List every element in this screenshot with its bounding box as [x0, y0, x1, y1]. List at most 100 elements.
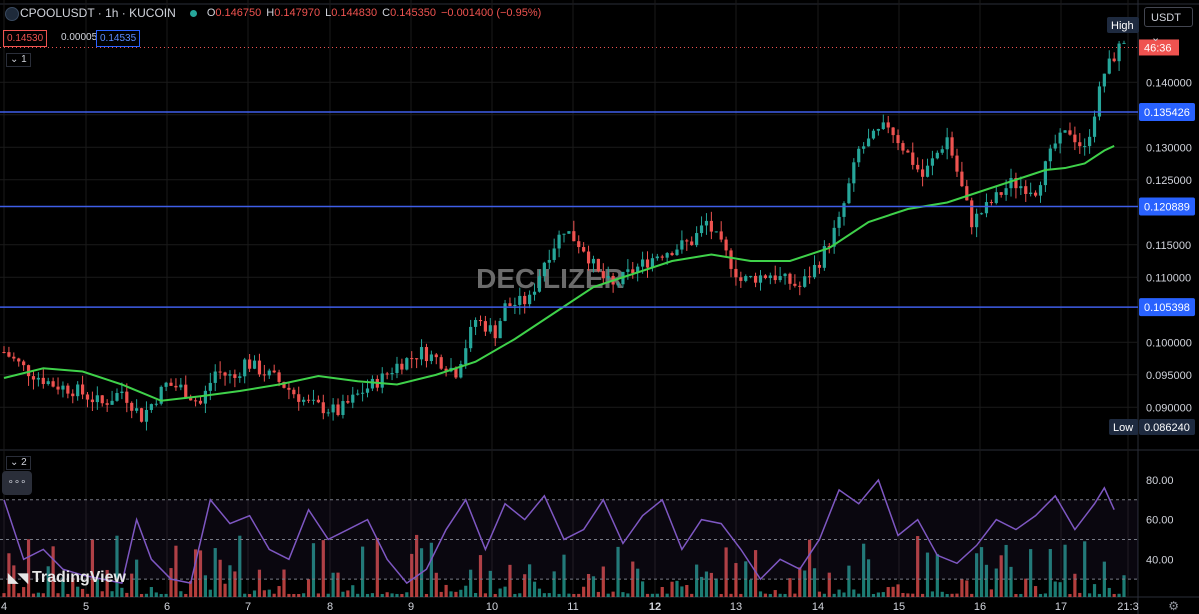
volume-bar	[424, 593, 429, 597]
volume-bar	[650, 593, 655, 597]
candle-body	[945, 137, 949, 150]
candle-body	[184, 384, 188, 398]
volume-bar	[213, 548, 217, 597]
volume-bar	[699, 576, 704, 597]
more-options-button[interactable]: ∘∘∘	[2, 471, 32, 495]
candle-body	[670, 253, 674, 256]
candle-body	[469, 326, 473, 349]
volume-bar	[1009, 566, 1013, 597]
candle-body	[218, 371, 222, 373]
candle-body	[36, 377, 40, 380]
candle-body	[793, 283, 797, 286]
volume-bar	[1088, 593, 1092, 597]
volume-bar	[675, 580, 679, 597]
candle-body	[7, 352, 11, 357]
volume-bar	[557, 593, 561, 597]
volume-bar	[144, 593, 149, 597]
volume-bar	[955, 593, 959, 597]
volume-bar	[478, 555, 483, 597]
volume-bar	[449, 591, 453, 597]
volume-bar	[80, 588, 85, 597]
volume-bar	[385, 592, 389, 597]
candle-body	[537, 276, 542, 292]
candle-body	[532, 291, 537, 295]
candle-body	[709, 220, 713, 232]
volume-bar	[41, 593, 45, 597]
change-value: −0.001400 (−0.95%)	[440, 7, 542, 19]
sell-price-button[interactable]: 0.14530	[3, 30, 48, 47]
candle-body	[267, 370, 271, 376]
volume-bar	[429, 542, 433, 597]
candle-body	[1024, 186, 1028, 194]
candle-body	[920, 169, 925, 177]
pane-1-toggle[interactable]: ⌄ 1	[6, 53, 31, 67]
volume-bar	[498, 588, 502, 597]
candle-body	[606, 275, 610, 279]
candle-body	[66, 385, 70, 394]
currency-select[interactable]: USDT ⌄	[1144, 7, 1193, 44]
candle-body	[1083, 146, 1087, 148]
candle-body	[866, 138, 871, 147]
candle-body	[542, 262, 546, 277]
volume-bar	[360, 546, 365, 597]
volume-bar	[621, 592, 625, 597]
volume-bar	[1092, 584, 1097, 597]
time-tick-label: 21:3	[1117, 601, 1138, 613]
brand-label: TradingView	[32, 569, 126, 586]
volume-bar	[798, 567, 802, 597]
volume-bar	[793, 593, 797, 597]
candle-body	[695, 233, 699, 246]
pane-2-toggle[interactable]: ⌄ 2	[6, 456, 31, 470]
time-tick-label: 6	[164, 601, 170, 613]
volume-bar	[611, 591, 615, 597]
volume-bar	[415, 534, 419, 597]
candle-body	[297, 394, 301, 402]
candle-body	[17, 358, 21, 362]
candle-body	[95, 395, 99, 403]
volume-bar	[803, 570, 807, 597]
candle-body	[370, 378, 375, 389]
candle-body	[817, 264, 822, 268]
volume-bar	[100, 591, 104, 597]
time-tick-label: 12	[649, 601, 661, 613]
volume-bar	[763, 593, 768, 597]
tradingview-icon: ◣◥	[8, 570, 28, 585]
candle-body	[562, 233, 566, 235]
candle-body	[282, 381, 286, 388]
volume-bar	[1048, 549, 1052, 597]
volume-bar	[139, 593, 144, 597]
candle-body	[984, 202, 989, 214]
volume-bar	[169, 568, 173, 597]
level-price-label: 0.135426	[1144, 107, 1190, 119]
symbol-title[interactable]: CPOOLUSDT · 1h · KUCOIN	[20, 6, 176, 20]
candle-body	[302, 399, 306, 402]
candle-body	[1063, 130, 1067, 133]
spread-value: 0.00005	[61, 32, 98, 43]
candle-body	[552, 248, 556, 260]
candle-body	[1122, 42, 1126, 44]
volume-bar	[410, 553, 414, 597]
candle-body	[636, 266, 640, 273]
volume-bar	[1083, 541, 1087, 597]
candle-body	[144, 409, 149, 422]
buy-price-button[interactable]: 0.14535	[96, 30, 141, 47]
volume-bar	[645, 593, 650, 597]
candle-body	[1102, 73, 1106, 87]
volume-bar	[523, 574, 527, 597]
gear-icon[interactable]: ⚙	[1168, 599, 1179, 613]
time-tick-label: 11	[567, 601, 578, 613]
volume-bar	[739, 593, 743, 597]
high-marker-label: High	[1111, 20, 1134, 32]
volume-bar	[881, 592, 885, 597]
time-tick-label: 8	[327, 601, 333, 613]
candle-body	[90, 399, 95, 403]
volume-bar	[1117, 593, 1121, 597]
candle-body	[1058, 132, 1062, 144]
candle-body	[842, 203, 846, 217]
candle-body	[601, 271, 605, 279]
candle-body	[488, 325, 492, 332]
volume-bar	[262, 590, 266, 597]
volume-bar	[277, 586, 281, 597]
volume-bar	[12, 565, 16, 597]
